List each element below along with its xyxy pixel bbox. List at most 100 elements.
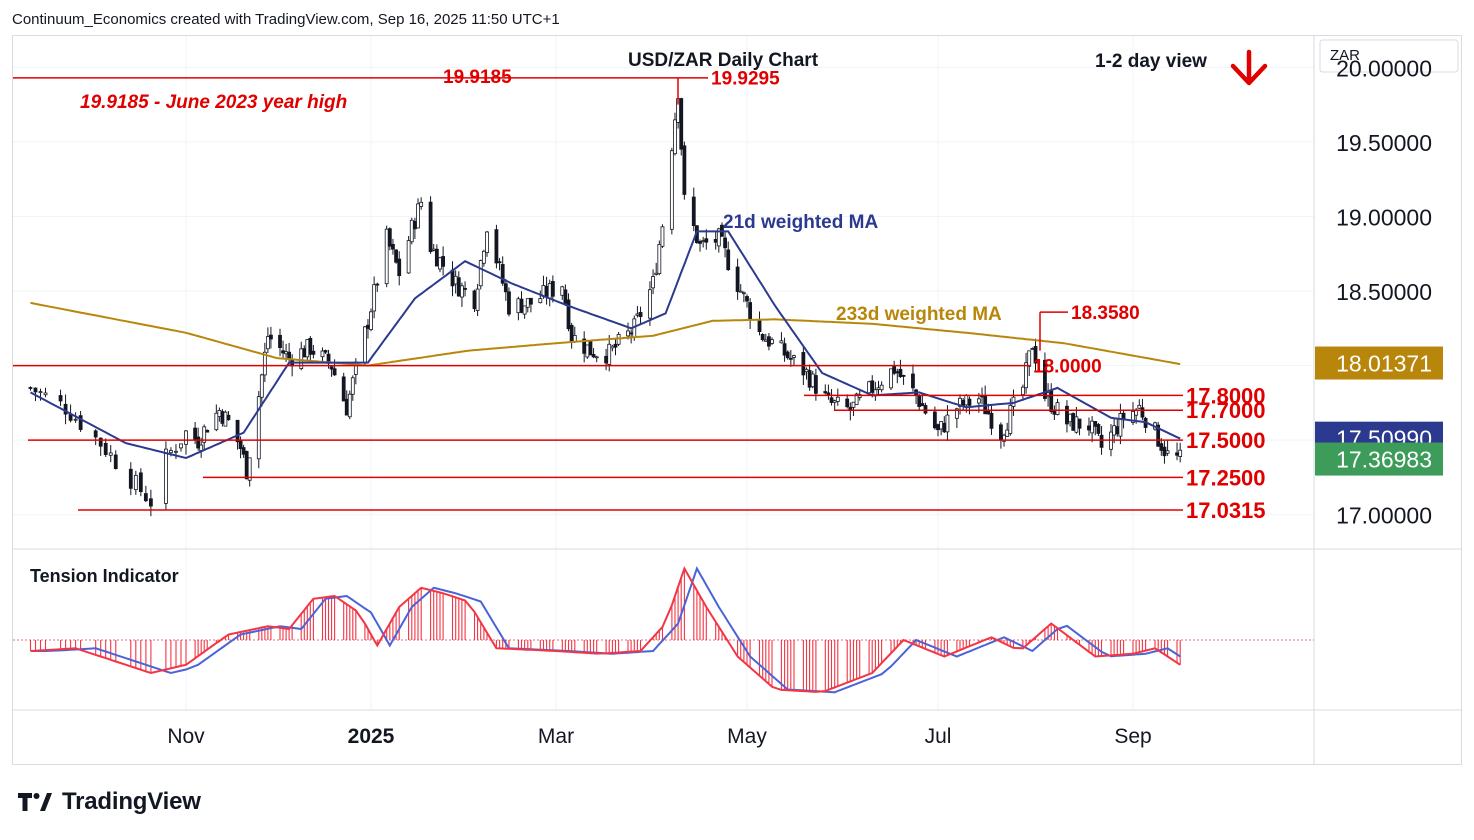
candle <box>63 394 68 425</box>
candle-body <box>78 415 83 430</box>
candle <box>1175 442 1179 461</box>
candle-body <box>196 436 201 449</box>
candle-body <box>604 355 608 364</box>
candle-body <box>463 288 467 290</box>
candle <box>205 429 210 433</box>
candle-body <box>745 296 749 302</box>
candle <box>873 381 878 401</box>
candle-body <box>763 339 768 342</box>
high-label: 19.9185 <box>443 67 512 88</box>
time-tick-label: May <box>727 725 767 748</box>
candle-body <box>1033 346 1038 364</box>
candle <box>788 350 793 367</box>
candle <box>320 347 325 362</box>
candle <box>870 375 875 398</box>
candle-body <box>591 354 596 358</box>
candle <box>1027 350 1032 377</box>
candle <box>391 238 395 255</box>
wma233-line <box>30 301 1181 367</box>
candle-body <box>391 243 395 250</box>
candle-body <box>494 229 499 264</box>
price-badge-label: 17.36983 <box>1336 447 1432 473</box>
candle-body <box>867 381 872 394</box>
candle-body <box>256 396 261 460</box>
candle-body <box>1002 434 1006 442</box>
candle <box>610 344 615 352</box>
candle-body <box>770 339 774 344</box>
candle <box>73 412 78 423</box>
candle <box>895 368 900 384</box>
candle-body <box>713 239 718 243</box>
candle-body <box>341 376 346 402</box>
candle-body <box>923 405 928 414</box>
candle-body <box>585 344 590 358</box>
candle <box>770 337 774 345</box>
annotations: 19.9185 19.9185 - June 2023 year high 21d … <box>80 49 1268 325</box>
candle-body <box>660 226 665 247</box>
candle-body <box>38 391 43 394</box>
candle-body <box>1071 413 1076 431</box>
candle <box>701 236 706 248</box>
candle <box>1143 416 1148 433</box>
candle <box>311 344 316 359</box>
candle-body <box>829 397 834 403</box>
candle-body <box>550 281 555 297</box>
candle-body <box>723 237 727 249</box>
candle-body <box>638 312 643 318</box>
candle <box>1162 440 1167 464</box>
candle <box>1049 383 1054 414</box>
candle <box>103 438 108 458</box>
time-tick-label: 2025 <box>348 725 395 748</box>
candle <box>453 270 458 294</box>
candle <box>654 262 659 276</box>
down-arrow-icon <box>1230 49 1268 86</box>
candle-body <box>1096 424 1101 434</box>
candle <box>226 411 231 421</box>
candle-body <box>281 350 285 354</box>
level-label: 17.7000 <box>1186 398 1266 423</box>
candle <box>741 291 746 303</box>
candle <box>441 246 446 276</box>
candle-body <box>716 228 721 247</box>
candle <box>184 429 188 455</box>
candle-body <box>635 313 640 316</box>
candle-body <box>344 398 349 416</box>
level-label: 18.0000 <box>1033 356 1102 377</box>
candle-body <box>500 264 505 284</box>
candle <box>220 409 225 427</box>
candle-body <box>1021 386 1025 395</box>
candle-body <box>879 384 884 391</box>
candle <box>384 225 389 288</box>
candle <box>113 450 118 470</box>
candle <box>434 244 439 267</box>
candle-body <box>193 427 197 440</box>
candle-body <box>673 119 677 155</box>
candle <box>779 332 784 344</box>
candle-body <box>1065 405 1069 425</box>
candle-body <box>372 284 377 312</box>
candle <box>128 462 133 496</box>
candle-body <box>1112 425 1117 436</box>
candle-body <box>920 403 925 407</box>
candle <box>525 298 530 313</box>
candle-body <box>1140 407 1145 418</box>
tension-histogram <box>29 568 1181 692</box>
candle-body <box>986 410 991 415</box>
candle <box>726 241 731 272</box>
candle-body <box>832 400 837 403</box>
candle <box>1024 352 1028 394</box>
candle-body <box>851 401 856 408</box>
june-high-note: 19.9185 - June 2023 year high <box>80 92 347 113</box>
candle <box>691 187 696 232</box>
candle-body <box>1156 424 1161 447</box>
candle-body <box>481 250 486 264</box>
candle-body <box>757 319 762 333</box>
tension-indicator: Tension Indicator <box>13 566 1314 694</box>
candle-body <box>323 350 328 353</box>
candle <box>108 444 113 463</box>
candle-body <box>547 283 552 299</box>
candle-body <box>610 345 615 349</box>
candle-body <box>1052 410 1057 415</box>
candle <box>58 389 63 407</box>
